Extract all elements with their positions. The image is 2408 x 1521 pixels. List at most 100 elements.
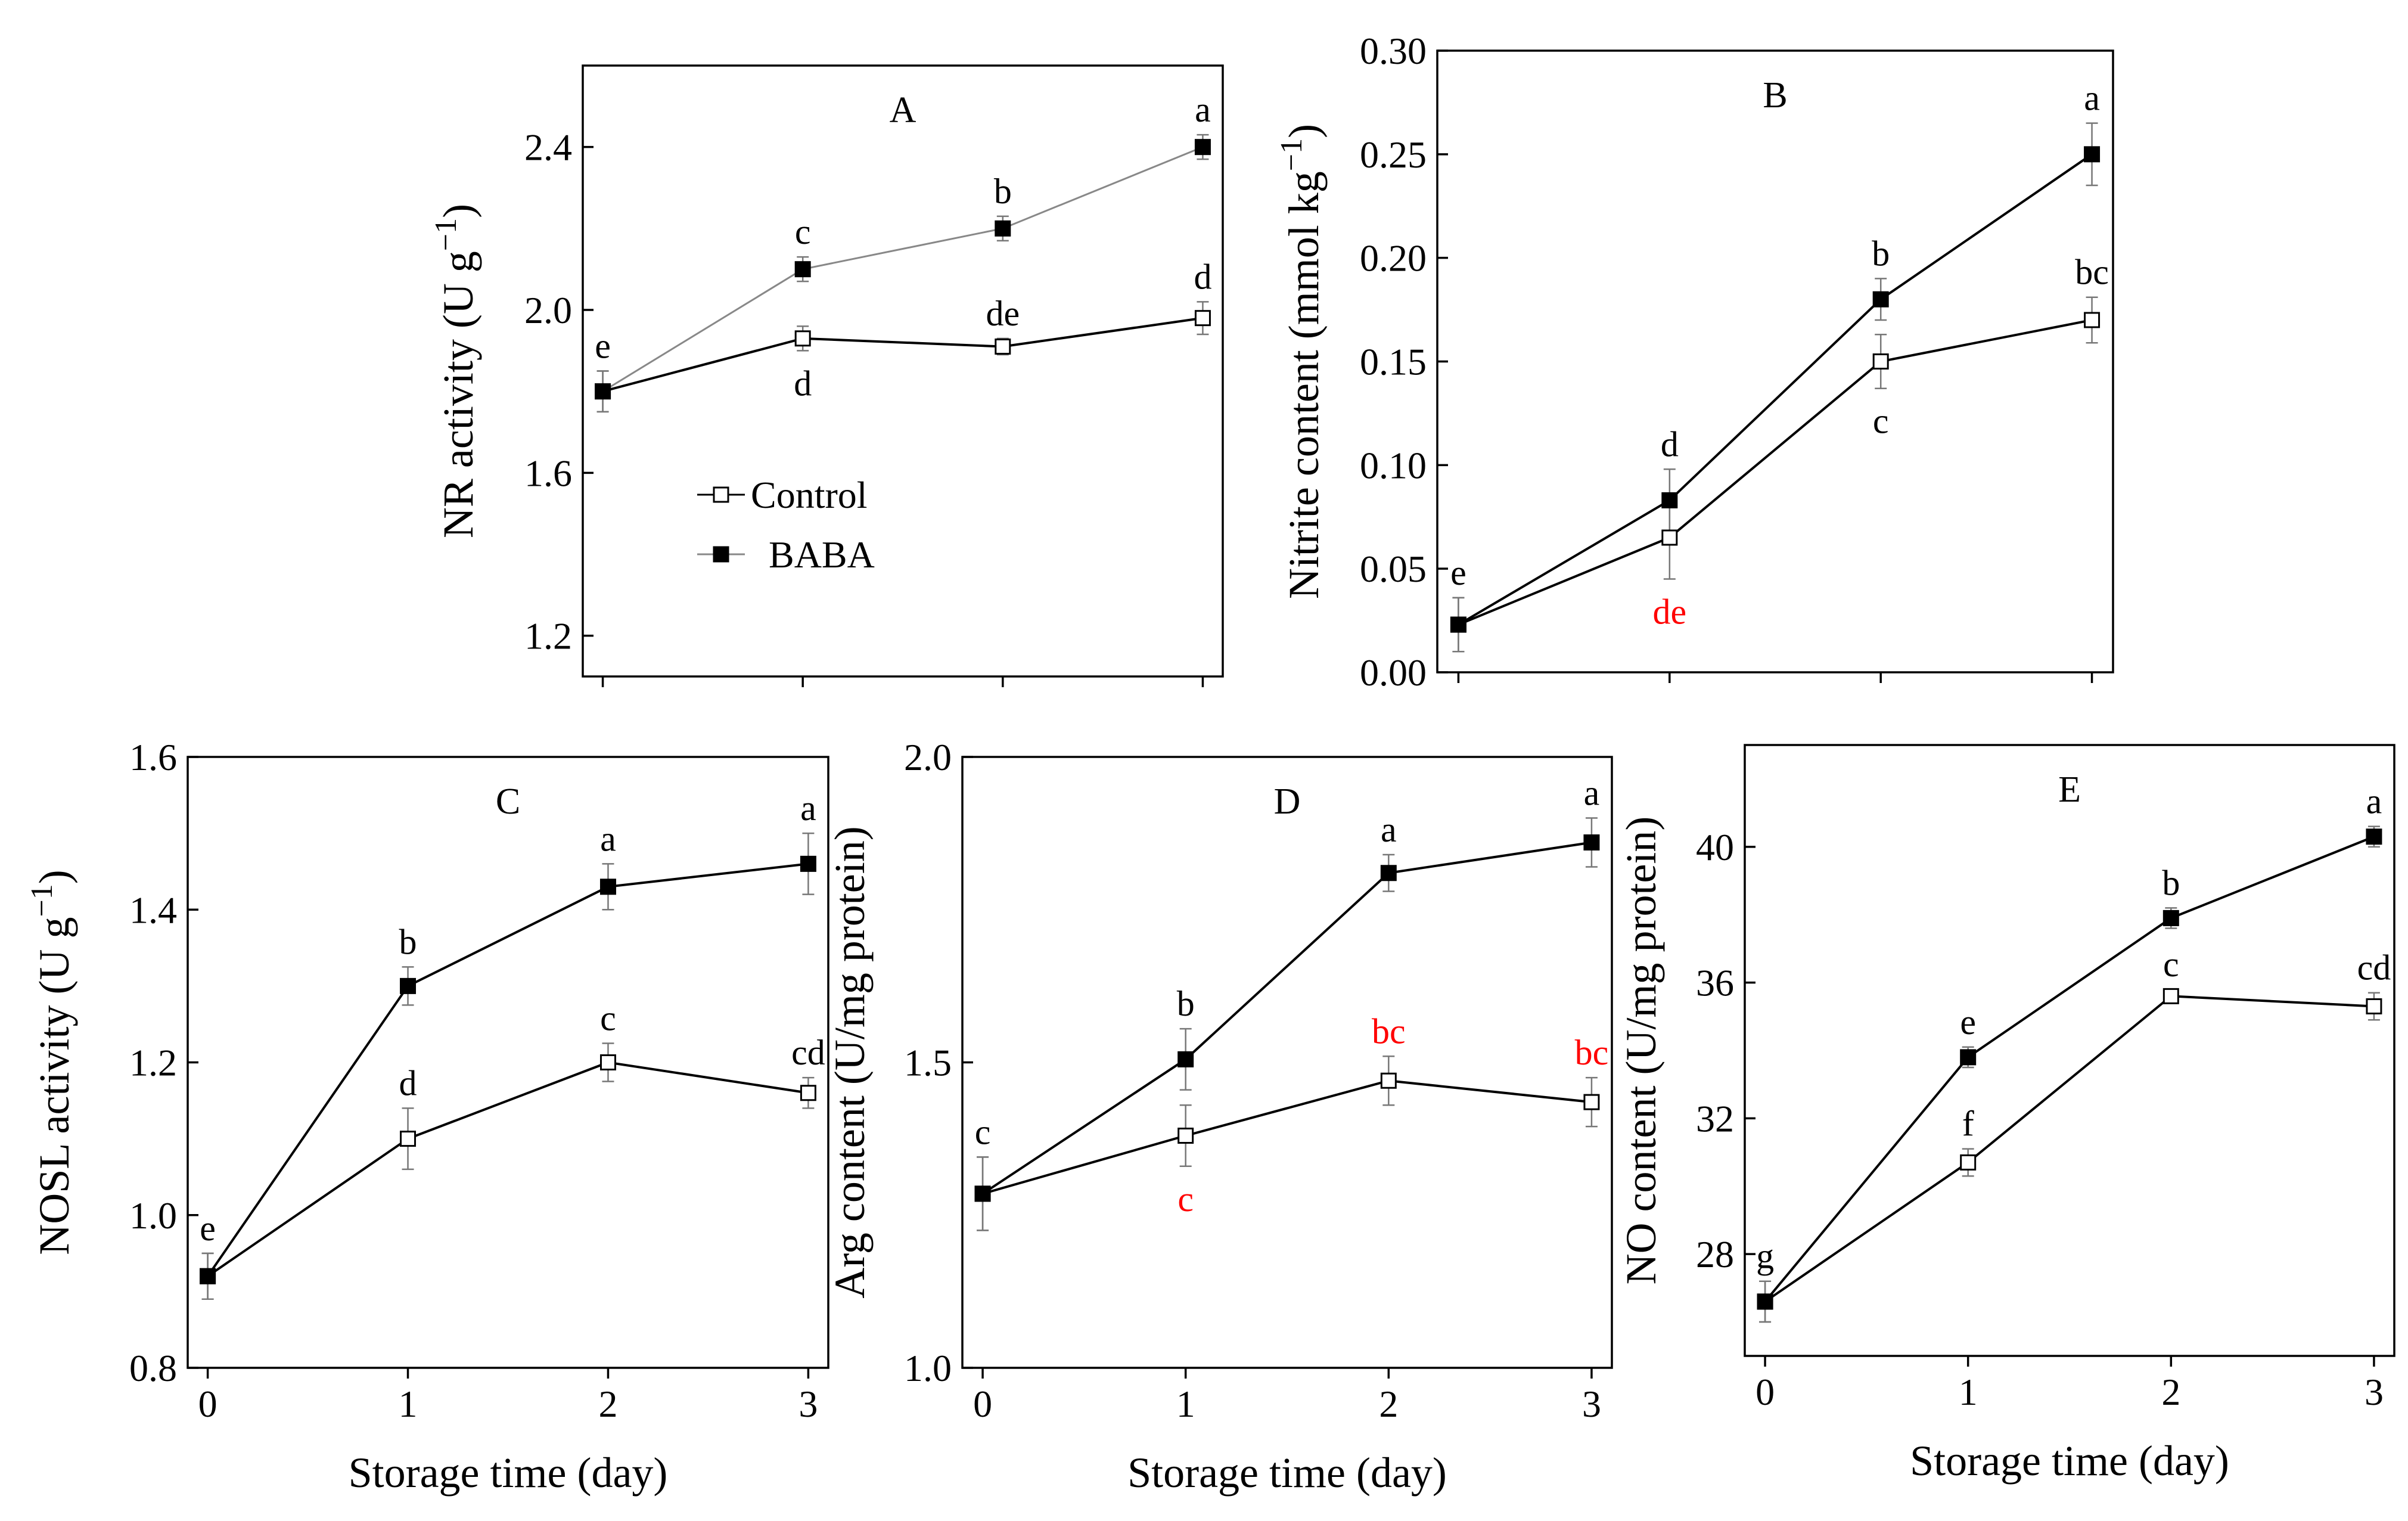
y-tick-label: 0.00	[1360, 651, 1427, 694]
data-point-baba	[1757, 1293, 1773, 1310]
plot-frame	[187, 756, 829, 1369]
x-tick-label: 0	[973, 1383, 992, 1425]
y-tick-label: 1.0	[129, 1194, 177, 1237]
data-point-control	[1872, 353, 1889, 370]
significance-label: a	[800, 789, 816, 828]
significance-label: b	[1177, 984, 1195, 1023]
series-line-control	[602, 316, 1203, 393]
data-point-baba	[800, 855, 816, 872]
significance-label: a	[2366, 782, 2382, 821]
significance-label: g	[1756, 1237, 1774, 1276]
significance-label: a	[1195, 90, 1211, 129]
legend: Control BABA	[697, 474, 875, 576]
significance-label: cd	[791, 1033, 825, 1072]
data-point-baba	[794, 261, 811, 278]
data-point-baba	[2366, 828, 2382, 845]
series-line-control	[982, 1079, 1592, 1195]
axis-title-y-group: Nitrite content (mmol kg−1)	[1275, 124, 1328, 599]
y-tick-label: 0.25	[1360, 134, 1427, 176]
data-point-control	[800, 1085, 816, 1101]
significance-label: c	[1177, 1179, 1194, 1219]
data-point-control	[2162, 988, 2179, 1004]
axis-title-y: NO content (U/mg protein)	[1617, 817, 1665, 1285]
significance-label: d	[1194, 257, 1211, 296]
panel-label: B	[1763, 75, 1787, 116]
panel-b: 0.00 0.05 0.10 0.15 0.20 0.25 0.30 Nitrite cont…	[1275, 30, 2114, 694]
panel-a: 1.21.62.02.4NR activity (U g−1)Addedecba…	[429, 64, 1224, 687]
x-tick-label: 0	[1755, 1371, 1775, 1413]
significance-label: b	[994, 172, 1012, 211]
significance-label: b	[1872, 234, 1890, 273]
data-point-baba	[1661, 492, 1678, 508]
data-point-baba	[1450, 616, 1466, 633]
legend-marker	[713, 486, 729, 503]
axis-title-y-group: NOSL activity (U g−1)	[25, 870, 78, 1255]
axis-title-x: Storage time (day)	[1127, 1449, 1447, 1497]
y-tick-label: 1.0	[904, 1347, 952, 1389]
plot-frame	[582, 64, 1224, 678]
series-line-baba	[981, 841, 1592, 1195]
y-tick-label: 1.6	[524, 452, 572, 494]
data-point-baba	[1872, 291, 1889, 308]
y-tick-label: 1.2	[524, 615, 572, 657]
data-point-baba	[400, 977, 417, 994]
axis-title-x: Storage time (day)	[1910, 1437, 2229, 1485]
plot-frame	[961, 756, 1613, 1369]
data-point-control	[794, 330, 811, 347]
x-tick-label: 3	[798, 1383, 818, 1425]
series-line-control	[1764, 995, 2375, 1303]
data-point-control	[1380, 1072, 1397, 1089]
y-tick-label: 0.15	[1360, 341, 1427, 383]
y-tick-label: 0.10	[1360, 444, 1427, 486]
x-tick-label: 2	[2161, 1371, 2180, 1413]
y-tick-label: 32	[1696, 1097, 1734, 1140]
axis-title-y: NR activity (U g−1)	[429, 204, 482, 538]
panel-label: D	[1274, 781, 1301, 822]
data-point-control	[400, 1131, 417, 1147]
data-point-baba	[595, 383, 611, 400]
x-tick-label: 2	[598, 1383, 617, 1425]
significance-label: c	[600, 998, 616, 1038]
axis-title-y-group: Arg content (U/mg protein)	[826, 826, 874, 1299]
x-tick-label: 1	[399, 1383, 418, 1425]
significance-label: c	[795, 212, 811, 252]
significance-label: f	[1962, 1104, 1974, 1144]
data-point-control	[1661, 529, 1678, 546]
x-tick-label: 3	[2364, 1371, 2384, 1413]
data-point-control	[599, 1054, 616, 1070]
series-line-control	[207, 1061, 809, 1277]
significance-label: b	[399, 922, 417, 961]
significance-label: e	[200, 1209, 216, 1248]
data-point-baba	[1380, 865, 1397, 881]
significance-label: e	[1960, 1002, 1976, 1042]
y-tick-label: 1.4	[129, 889, 177, 931]
data-point-control	[995, 339, 1011, 355]
significance-label: bc	[1575, 1033, 1609, 1072]
panel-d: 1.0 1.5 2.0 0 1 2 3 Storage time (day) Arg conte…	[826, 736, 1613, 1497]
significance-label: b	[2162, 863, 2180, 902]
y-tick-label: 2.0	[524, 289, 572, 331]
axis-title-y-group: NR activity (U g−1)	[429, 204, 482, 538]
data-point-control	[1177, 1128, 1194, 1144]
plot-frame	[1744, 744, 2395, 1357]
data-point-baba	[200, 1268, 216, 1284]
data-point-baba	[1194, 139, 1211, 156]
y-tick-label: 1.5	[904, 1042, 952, 1084]
axis-title-y-group: NO content (U/mg protein)	[1617, 817, 1665, 1285]
y-tick-label: 0.05	[1360, 548, 1427, 590]
legend-label: Control	[751, 474, 868, 516]
y-tick-label: 28	[1696, 1233, 1734, 1275]
y-tick-label: 36	[1696, 962, 1734, 1004]
data-point-control	[1960, 1154, 1977, 1171]
series-line-baba	[1764, 835, 2375, 1303]
legend-label: BABA	[769, 533, 875, 576]
significance-label: d	[794, 364, 812, 403]
data-point-baba	[1960, 1049, 1977, 1066]
significance-label: bc	[1372, 1011, 1406, 1051]
significance-label: d	[399, 1063, 417, 1103]
data-point-control	[1583, 1094, 1600, 1110]
x-tick-label: 1	[1959, 1371, 1978, 1413]
significance-label: c	[2163, 945, 2179, 984]
significance-label: de	[1652, 592, 1686, 632]
panel-c: 0.8 1.0 1.2 1.4 1.6 0 1 2 3 Storage time (day) NOS…	[25, 736, 829, 1497]
